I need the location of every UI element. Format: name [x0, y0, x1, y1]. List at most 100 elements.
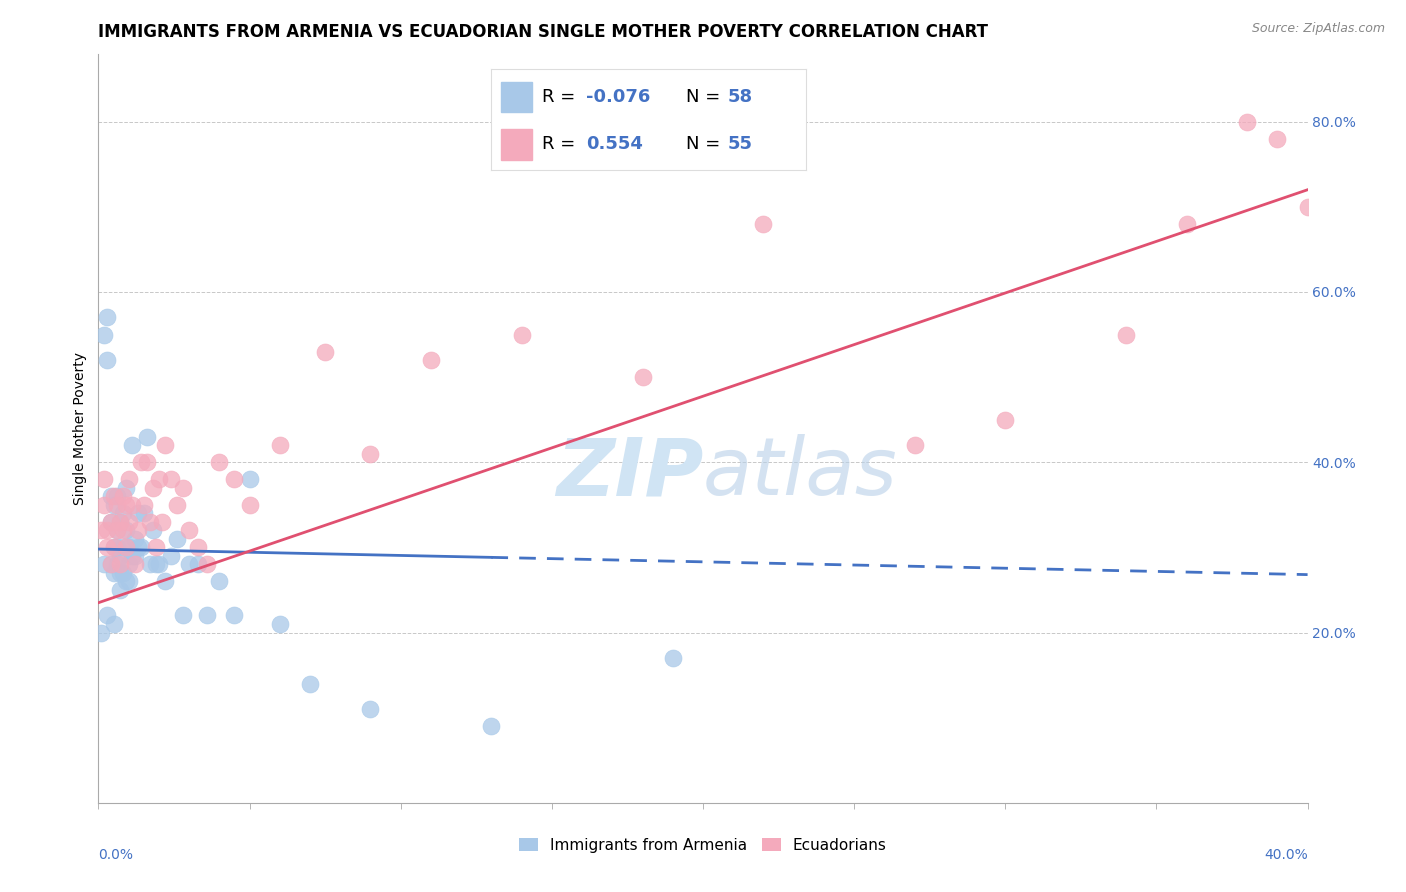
Text: IMMIGRANTS FROM ARMENIA VS ECUADORIAN SINGLE MOTHER POVERTY CORRELATION CHART: IMMIGRANTS FROM ARMENIA VS ECUADORIAN SI…	[98, 23, 988, 41]
Point	[100, 558, 122, 572]
Point	[105, 558, 128, 572]
Point	[160, 549, 183, 563]
Text: Source: ZipAtlas.com: Source: ZipAtlas.com	[1251, 22, 1385, 36]
Point	[142, 481, 165, 495]
Point	[96, 524, 118, 538]
Point	[145, 558, 167, 572]
Point	[118, 541, 141, 555]
Point	[108, 515, 131, 529]
Point	[187, 541, 209, 555]
Point	[90, 625, 112, 640]
Point	[239, 472, 262, 486]
Point	[118, 515, 141, 529]
Point	[661, 651, 683, 665]
Point	[114, 481, 136, 495]
Point	[114, 541, 136, 555]
Point	[1115, 327, 1137, 342]
Point	[100, 489, 122, 503]
Point	[224, 472, 246, 486]
Point	[1175, 217, 1198, 231]
Point	[93, 498, 115, 512]
Point	[114, 574, 136, 589]
Point	[100, 515, 122, 529]
Point	[103, 617, 125, 632]
Point	[631, 370, 654, 384]
Point	[114, 498, 136, 512]
Point	[93, 327, 115, 342]
Point	[105, 524, 128, 538]
Point	[103, 498, 125, 512]
Point	[420, 353, 443, 368]
Point	[121, 498, 143, 512]
Point	[90, 524, 112, 538]
Point	[224, 608, 246, 623]
Point	[103, 541, 125, 555]
Point	[139, 558, 162, 572]
Point	[111, 489, 134, 503]
Point	[481, 719, 503, 733]
Point	[124, 549, 146, 563]
Y-axis label: Single Mother Poverty: Single Mother Poverty	[73, 351, 87, 505]
Point	[100, 558, 122, 572]
Point	[1327, 183, 1350, 197]
Point	[135, 455, 157, 469]
Point	[150, 515, 173, 529]
Point	[111, 566, 134, 580]
Point	[166, 532, 188, 546]
Point	[172, 481, 194, 495]
Point	[105, 489, 128, 503]
Point	[904, 438, 927, 452]
Point	[360, 447, 382, 461]
Point	[269, 438, 291, 452]
Point	[132, 506, 155, 520]
Point	[1236, 114, 1258, 128]
Point	[127, 541, 149, 555]
Point	[118, 472, 141, 486]
Point	[179, 524, 201, 538]
Text: ZIP: ZIP	[555, 434, 703, 512]
Point	[166, 498, 188, 512]
Point	[114, 524, 136, 538]
Point	[142, 524, 165, 538]
Point	[103, 489, 125, 503]
Point	[105, 498, 128, 512]
Point	[752, 217, 775, 231]
Point	[187, 558, 209, 572]
Point	[129, 455, 152, 469]
Point	[994, 412, 1017, 426]
Point	[153, 574, 176, 589]
Point	[93, 472, 115, 486]
Point	[96, 353, 118, 368]
Point	[1267, 131, 1289, 145]
Point	[148, 558, 170, 572]
Point	[239, 498, 262, 512]
Text: 40.0%: 40.0%	[1264, 847, 1308, 862]
Point	[103, 541, 125, 555]
Text: 0.0%: 0.0%	[98, 847, 134, 862]
Point	[208, 455, 231, 469]
Point	[129, 541, 152, 555]
Point	[299, 676, 322, 690]
Point	[108, 549, 131, 563]
Point	[111, 506, 134, 520]
Point	[148, 472, 170, 486]
Point	[360, 702, 382, 716]
Point	[124, 558, 146, 572]
Point	[314, 344, 336, 359]
Point	[96, 541, 118, 555]
Point	[172, 608, 194, 623]
Point	[93, 558, 115, 572]
Text: atlas: atlas	[703, 434, 898, 512]
Point	[108, 515, 131, 529]
Point	[195, 558, 218, 572]
Point	[139, 515, 162, 529]
Point	[118, 558, 141, 572]
Point	[127, 524, 149, 538]
Point	[96, 608, 118, 623]
Point	[510, 327, 533, 342]
Point	[108, 566, 131, 580]
Point	[132, 498, 155, 512]
Point	[105, 524, 128, 538]
Point	[108, 558, 131, 572]
Point	[118, 574, 141, 589]
